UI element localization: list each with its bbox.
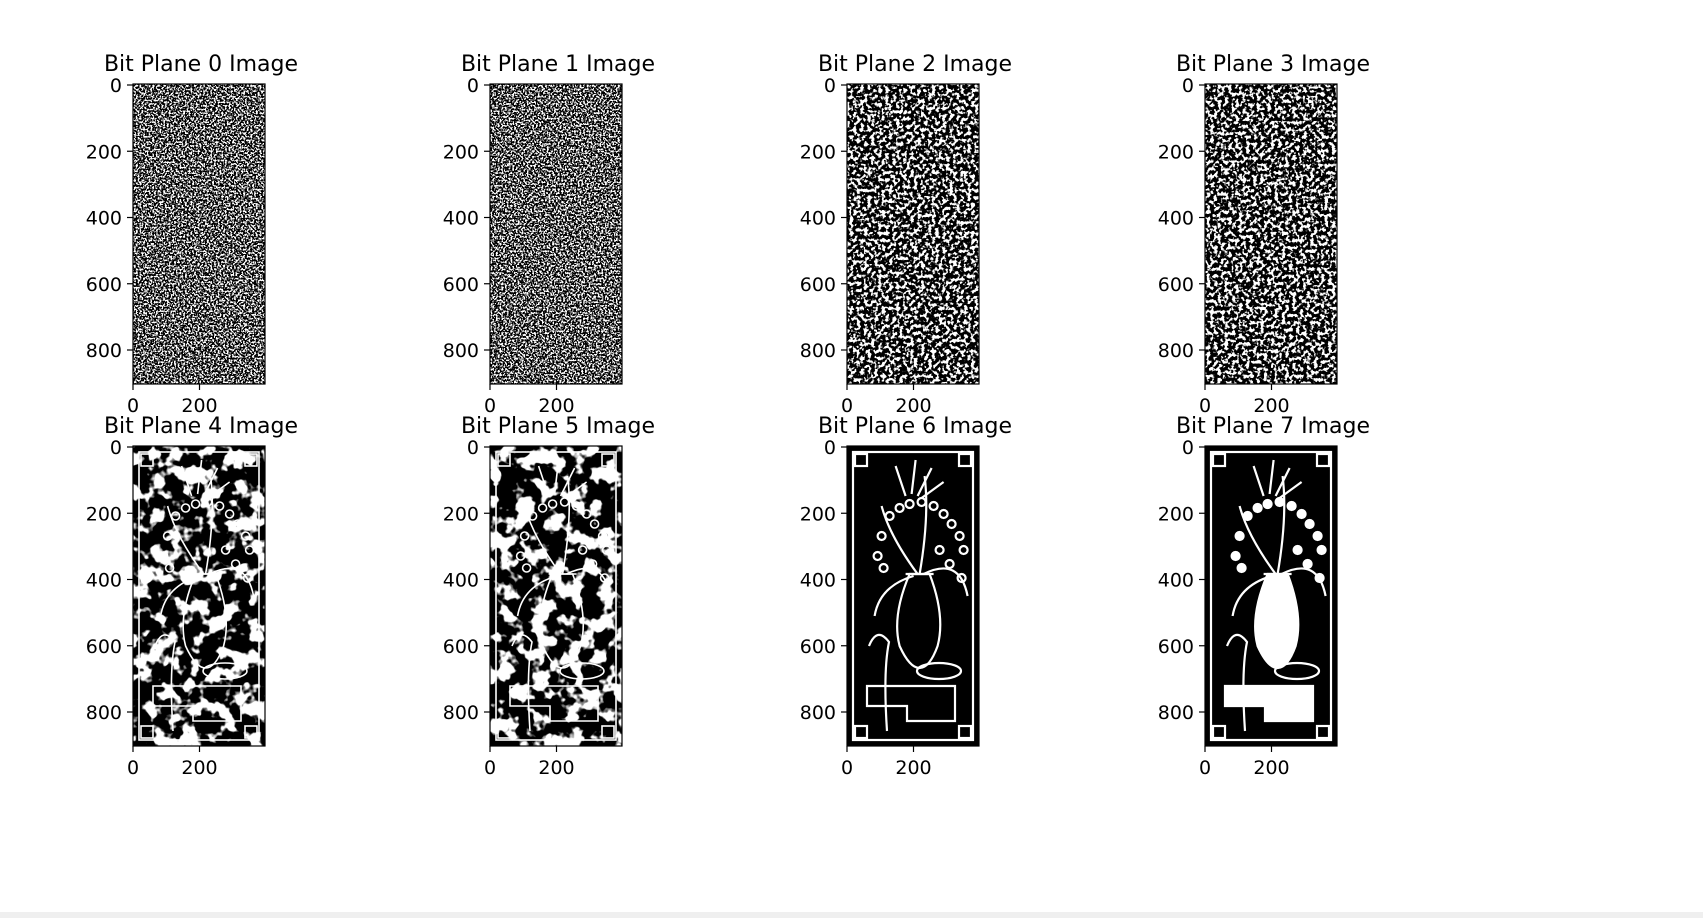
y-tick-label: 800 bbox=[1158, 340, 1194, 362]
y-tick-label: 200 bbox=[86, 141, 122, 163]
y-tick-label: 0 bbox=[1182, 75, 1194, 97]
y-tick-label: 200 bbox=[443, 503, 479, 525]
window-bottom-edge bbox=[0, 912, 1703, 918]
y-tick-label: 600 bbox=[443, 636, 479, 658]
y-tick-label: 200 bbox=[800, 141, 836, 163]
y-tick-label: 400 bbox=[443, 570, 479, 592]
panel-title: Bit Plane 7 Image bbox=[1176, 414, 1370, 439]
panel-title: Bit Plane 3 Image bbox=[1176, 52, 1370, 77]
y-tick-label: 0 bbox=[110, 75, 122, 97]
x-tick-label: 200 bbox=[181, 395, 217, 417]
y-tick-label: 600 bbox=[1158, 636, 1194, 658]
bit-plane-7-image bbox=[1205, 446, 1337, 746]
y-tick-label: 600 bbox=[800, 636, 836, 658]
x-tick-label: 0 bbox=[127, 395, 139, 417]
y-tick-label: 200 bbox=[800, 503, 836, 525]
x-tick-label: 200 bbox=[1253, 395, 1289, 417]
bit-plane-6-image bbox=[847, 446, 979, 746]
y-tick-label: 600 bbox=[86, 274, 122, 296]
panel-title: Bit Plane 5 Image bbox=[461, 414, 655, 439]
y-tick-label: 400 bbox=[86, 208, 122, 230]
y-tick-label: 600 bbox=[443, 274, 479, 296]
x-tick-label: 0 bbox=[1199, 757, 1211, 779]
y-tick-label: 600 bbox=[86, 636, 122, 658]
y-tick-label: 800 bbox=[1158, 702, 1194, 724]
y-tick-label: 600 bbox=[800, 274, 836, 296]
y-tick-label: 800 bbox=[443, 702, 479, 724]
x-tick-label: 0 bbox=[484, 395, 496, 417]
x-tick-label: 200 bbox=[895, 395, 931, 417]
y-tick-label: 400 bbox=[1158, 570, 1194, 592]
y-tick-label: 600 bbox=[1158, 274, 1194, 296]
y-tick-label: 0 bbox=[467, 75, 479, 97]
x-tick-label: 0 bbox=[841, 757, 853, 779]
y-tick-label: 800 bbox=[800, 702, 836, 724]
x-tick-label: 0 bbox=[127, 757, 139, 779]
y-tick-label: 0 bbox=[110, 437, 122, 459]
y-tick-label: 0 bbox=[824, 437, 836, 459]
x-tick-label: 200 bbox=[1253, 757, 1289, 779]
bit-plane-4-image bbox=[133, 446, 265, 746]
y-tick-label: 800 bbox=[86, 340, 122, 362]
y-tick-label: 400 bbox=[800, 570, 836, 592]
y-tick-label: 200 bbox=[1158, 503, 1194, 525]
bit-plane-0-image bbox=[133, 84, 265, 384]
y-tick-label: 800 bbox=[86, 702, 122, 724]
y-tick-label: 400 bbox=[800, 208, 836, 230]
x-tick-label: 200 bbox=[538, 395, 574, 417]
y-tick-label: 800 bbox=[443, 340, 479, 362]
panel-title: Bit Plane 0 Image bbox=[104, 52, 298, 77]
x-tick-label: 0 bbox=[841, 395, 853, 417]
y-tick-label: 200 bbox=[443, 141, 479, 163]
y-tick-label: 400 bbox=[86, 570, 122, 592]
x-tick-label: 0 bbox=[1199, 395, 1211, 417]
panel-title: Bit Plane 1 Image bbox=[461, 52, 655, 77]
panel-title: Bit Plane 4 Image bbox=[104, 414, 298, 439]
y-tick-label: 200 bbox=[1158, 141, 1194, 163]
x-tick-label: 200 bbox=[538, 757, 574, 779]
bit-plane-3-image bbox=[1205, 84, 1337, 384]
y-tick-label: 0 bbox=[467, 437, 479, 459]
x-tick-label: 0 bbox=[484, 757, 496, 779]
panel-title: Bit Plane 6 Image bbox=[818, 414, 1012, 439]
panel-title: Bit Plane 2 Image bbox=[818, 52, 1012, 77]
bit-plane-2-image bbox=[847, 84, 979, 384]
x-tick-label: 200 bbox=[181, 757, 217, 779]
y-tick-label: 800 bbox=[800, 340, 836, 362]
y-tick-label: 200 bbox=[86, 503, 122, 525]
bit-plane-1-image bbox=[490, 84, 622, 384]
y-tick-label: 400 bbox=[443, 208, 479, 230]
y-tick-label: 400 bbox=[1158, 208, 1194, 230]
y-tick-label: 0 bbox=[1182, 437, 1194, 459]
bit-plane-5-image bbox=[490, 446, 622, 746]
y-tick-label: 0 bbox=[824, 75, 836, 97]
x-tick-label: 200 bbox=[895, 757, 931, 779]
